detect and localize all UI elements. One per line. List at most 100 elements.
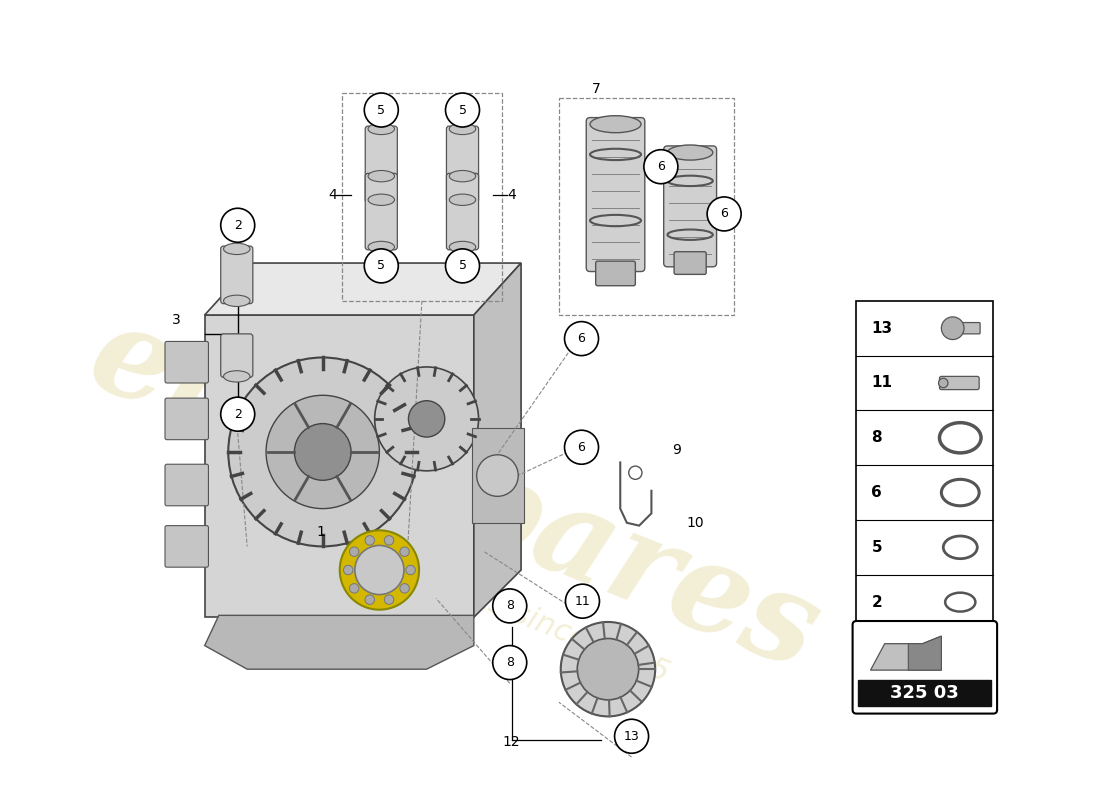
Text: 8: 8 (506, 599, 514, 613)
Circle shape (343, 566, 353, 574)
Circle shape (564, 430, 598, 464)
Circle shape (629, 466, 642, 479)
Text: a passionate parts since 1985: a passionate parts since 1985 (236, 490, 673, 688)
Text: 11: 11 (871, 375, 892, 390)
Text: 5: 5 (459, 103, 466, 117)
Circle shape (493, 589, 527, 623)
Text: 11: 11 (574, 594, 591, 608)
Circle shape (375, 367, 478, 471)
Circle shape (221, 208, 255, 242)
Text: 9: 9 (672, 443, 681, 457)
Ellipse shape (368, 170, 395, 182)
Text: 1: 1 (317, 526, 326, 539)
Circle shape (615, 719, 649, 754)
Text: 4: 4 (328, 188, 337, 202)
Circle shape (565, 584, 600, 618)
Text: 13: 13 (624, 730, 639, 742)
FancyBboxPatch shape (857, 301, 993, 630)
FancyBboxPatch shape (165, 398, 208, 440)
Circle shape (355, 546, 404, 594)
Ellipse shape (368, 123, 395, 134)
Circle shape (578, 638, 639, 700)
Ellipse shape (449, 194, 475, 206)
Text: eurospares: eurospares (74, 293, 837, 696)
Text: 6: 6 (578, 441, 585, 454)
Text: 7: 7 (592, 82, 601, 96)
Circle shape (408, 401, 444, 437)
Circle shape (364, 93, 398, 127)
Circle shape (350, 547, 359, 557)
Circle shape (400, 584, 409, 593)
Text: 8: 8 (871, 430, 882, 446)
Text: 325 03: 325 03 (891, 684, 959, 702)
Ellipse shape (449, 242, 475, 253)
FancyBboxPatch shape (674, 252, 706, 274)
FancyBboxPatch shape (952, 322, 980, 334)
FancyBboxPatch shape (165, 342, 208, 383)
FancyBboxPatch shape (586, 118, 645, 271)
Circle shape (266, 395, 380, 509)
Polygon shape (474, 263, 521, 618)
FancyBboxPatch shape (365, 174, 397, 250)
Circle shape (564, 322, 598, 356)
FancyBboxPatch shape (221, 334, 253, 378)
FancyBboxPatch shape (852, 621, 997, 714)
Circle shape (400, 547, 409, 557)
Text: 6: 6 (871, 485, 882, 500)
FancyBboxPatch shape (365, 126, 397, 202)
Circle shape (561, 622, 656, 717)
FancyBboxPatch shape (447, 126, 478, 202)
FancyBboxPatch shape (165, 526, 208, 567)
Circle shape (350, 584, 359, 593)
Text: 6: 6 (657, 160, 664, 174)
FancyBboxPatch shape (221, 246, 253, 304)
Circle shape (221, 397, 255, 431)
Text: 5: 5 (871, 540, 882, 555)
FancyBboxPatch shape (858, 679, 991, 706)
Polygon shape (205, 263, 521, 315)
Circle shape (365, 536, 374, 545)
Text: 8: 8 (506, 656, 514, 669)
Polygon shape (205, 615, 474, 669)
Circle shape (384, 536, 394, 545)
Text: 5: 5 (377, 103, 385, 117)
Ellipse shape (368, 194, 395, 206)
Circle shape (476, 454, 518, 496)
Text: 2: 2 (234, 408, 242, 421)
Ellipse shape (590, 116, 641, 133)
FancyBboxPatch shape (447, 174, 478, 250)
Text: 5: 5 (377, 259, 385, 272)
Text: 2: 2 (871, 594, 882, 610)
FancyBboxPatch shape (596, 261, 636, 286)
Polygon shape (205, 315, 474, 618)
Ellipse shape (449, 170, 475, 182)
Circle shape (295, 424, 351, 480)
Ellipse shape (668, 145, 713, 160)
Circle shape (384, 595, 394, 604)
FancyBboxPatch shape (663, 146, 716, 267)
Circle shape (406, 566, 416, 574)
FancyBboxPatch shape (472, 428, 524, 522)
Polygon shape (909, 636, 942, 670)
Circle shape (707, 197, 741, 231)
Circle shape (364, 249, 398, 283)
Text: 4: 4 (507, 188, 516, 202)
Text: 12: 12 (503, 735, 520, 749)
Ellipse shape (223, 243, 250, 254)
Circle shape (365, 595, 374, 604)
Circle shape (644, 150, 678, 184)
Text: 2: 2 (234, 218, 242, 232)
Ellipse shape (368, 242, 395, 253)
Ellipse shape (223, 295, 250, 306)
Text: 10: 10 (686, 516, 704, 530)
Ellipse shape (938, 378, 948, 388)
Text: 5: 5 (459, 259, 466, 272)
Text: 3: 3 (172, 313, 180, 326)
Text: 13: 13 (871, 321, 892, 336)
Circle shape (493, 646, 527, 679)
FancyBboxPatch shape (165, 464, 208, 506)
Text: 6: 6 (578, 332, 585, 345)
Ellipse shape (223, 370, 250, 382)
Circle shape (446, 249, 480, 283)
Ellipse shape (449, 123, 475, 134)
